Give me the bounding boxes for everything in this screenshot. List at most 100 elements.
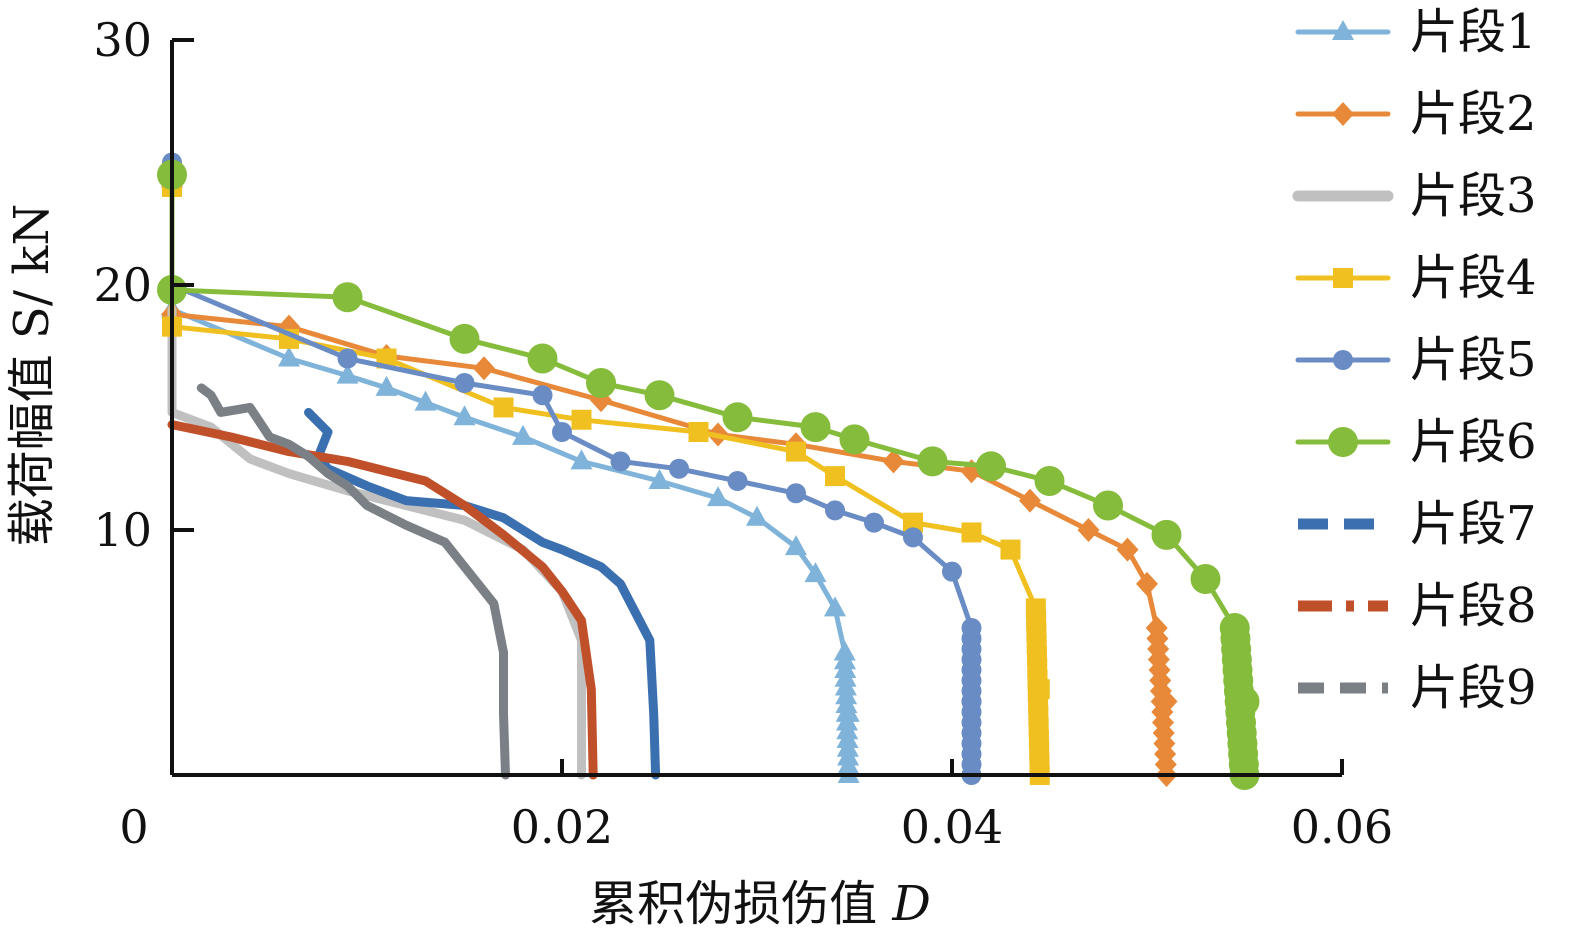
x-tick-label: 0 (119, 800, 148, 854)
series-8 (167, 420, 598, 780)
legend-label: 片段3 (1410, 168, 1537, 224)
x-tick-label: 0.06 (1291, 800, 1393, 854)
data-point (804, 562, 827, 583)
data-point (824, 596, 846, 617)
data-point (1077, 518, 1100, 542)
series-line (196, 383, 510, 780)
data-point (961, 522, 982, 543)
data-point (586, 368, 616, 398)
legend-label: 片段9 (1410, 660, 1537, 716)
legend-item: 片段4 (1295, 250, 1537, 306)
data-point (1228, 749, 1259, 780)
data-point (610, 451, 631, 472)
data-point (1029, 753, 1050, 774)
data-point (669, 458, 689, 479)
data-point (332, 282, 363, 313)
legend-label: 片段7 (1410, 496, 1537, 552)
data-point (839, 424, 870, 455)
data-point (414, 390, 437, 411)
data-point (976, 451, 1006, 482)
data-point (1332, 102, 1354, 126)
legend-label: 片段8 (1410, 578, 1537, 634)
legend-item: 片段5 (1295, 332, 1537, 388)
data-point (785, 535, 807, 556)
data-point (337, 348, 358, 369)
plot-area (157, 152, 1260, 790)
axes: 0 0.02 0.04 0.06 10 20 30 (93, 13, 1393, 854)
x-axis-title-text: 累积伪损伤值 (589, 876, 877, 932)
data-point (800, 412, 831, 443)
data-point (1151, 519, 1182, 550)
data-point (1328, 427, 1358, 457)
series-line (167, 420, 598, 780)
data-point (786, 483, 806, 504)
data-point (571, 409, 592, 430)
series-line (169, 172, 852, 778)
series-4 (162, 177, 1050, 785)
legend-item: 片段7 (1298, 496, 1537, 552)
data-point (449, 323, 480, 354)
x-tick-label: 0.04 (901, 800, 1003, 854)
legend-label: 片段6 (1410, 414, 1537, 470)
data-point (903, 527, 923, 548)
legend-item: 片段9 (1298, 660, 1537, 716)
data-point (727, 471, 748, 491)
data-point (527, 343, 558, 374)
data-point (707, 486, 729, 507)
data-point (532, 385, 553, 406)
series-1 (161, 162, 860, 783)
data-point (825, 500, 845, 521)
data-point (1136, 571, 1158, 596)
data-point (453, 405, 476, 426)
data-point (1154, 752, 1177, 777)
legend-label: 片段4 (1410, 250, 1537, 306)
data-point (961, 754, 982, 775)
data-point (512, 424, 534, 445)
legend-label: 片段5 (1410, 332, 1537, 388)
legend: 片段1 片段2 片段3 片段4 片段5 片段6 片段7 片段8 片段9 (1292, 4, 1537, 716)
y-ticks: 10 20 30 (93, 13, 194, 557)
series-6 (157, 159, 1260, 790)
data-point (336, 363, 359, 384)
data-point (473, 356, 495, 381)
legend-item: 片段2 (1295, 86, 1537, 142)
x-axis-title-var: D (891, 876, 930, 932)
data-point (278, 346, 300, 367)
y-tick-label: 30 (93, 13, 152, 67)
data-point (1116, 537, 1139, 562)
legend-item: 片段3 (1292, 168, 1537, 224)
data-point (1093, 490, 1123, 521)
data-point (1019, 488, 1041, 513)
series-9 (196, 383, 510, 780)
x-tick-label: 0.02 (511, 800, 613, 854)
data-point (1034, 466, 1065, 496)
data-point (903, 512, 923, 533)
data-point (1332, 20, 1354, 40)
data-point (917, 446, 948, 477)
data-point (882, 449, 905, 474)
x-ticks: 0 0.02 0.04 0.06 (119, 759, 1393, 854)
legend-item: 片段6 (1295, 414, 1537, 470)
data-point (648, 469, 671, 489)
data-point (644, 380, 675, 411)
data-point (570, 449, 593, 470)
data-point (1333, 268, 1353, 288)
legend-label: 片段2 (1410, 86, 1537, 142)
data-point (825, 466, 845, 487)
data-point (837, 754, 860, 775)
data-point (1333, 350, 1353, 370)
data-point (688, 422, 709, 442)
data-point (375, 375, 398, 396)
data-point (1190, 564, 1221, 594)
legend-label: 片段1 (1410, 4, 1537, 60)
y-tick-label: 10 (93, 503, 152, 557)
x-axis-title: 累积伪损伤值 D (589, 876, 931, 932)
legend-item: 片段1 (1295, 4, 1537, 60)
y-axis-title: 载荷幅值 S/ kN (4, 204, 60, 547)
data-point (722, 402, 753, 433)
data-point (942, 561, 962, 582)
legend-item: 片段8 (1298, 578, 1537, 634)
data-point (864, 512, 884, 533)
data-point (552, 422, 572, 442)
